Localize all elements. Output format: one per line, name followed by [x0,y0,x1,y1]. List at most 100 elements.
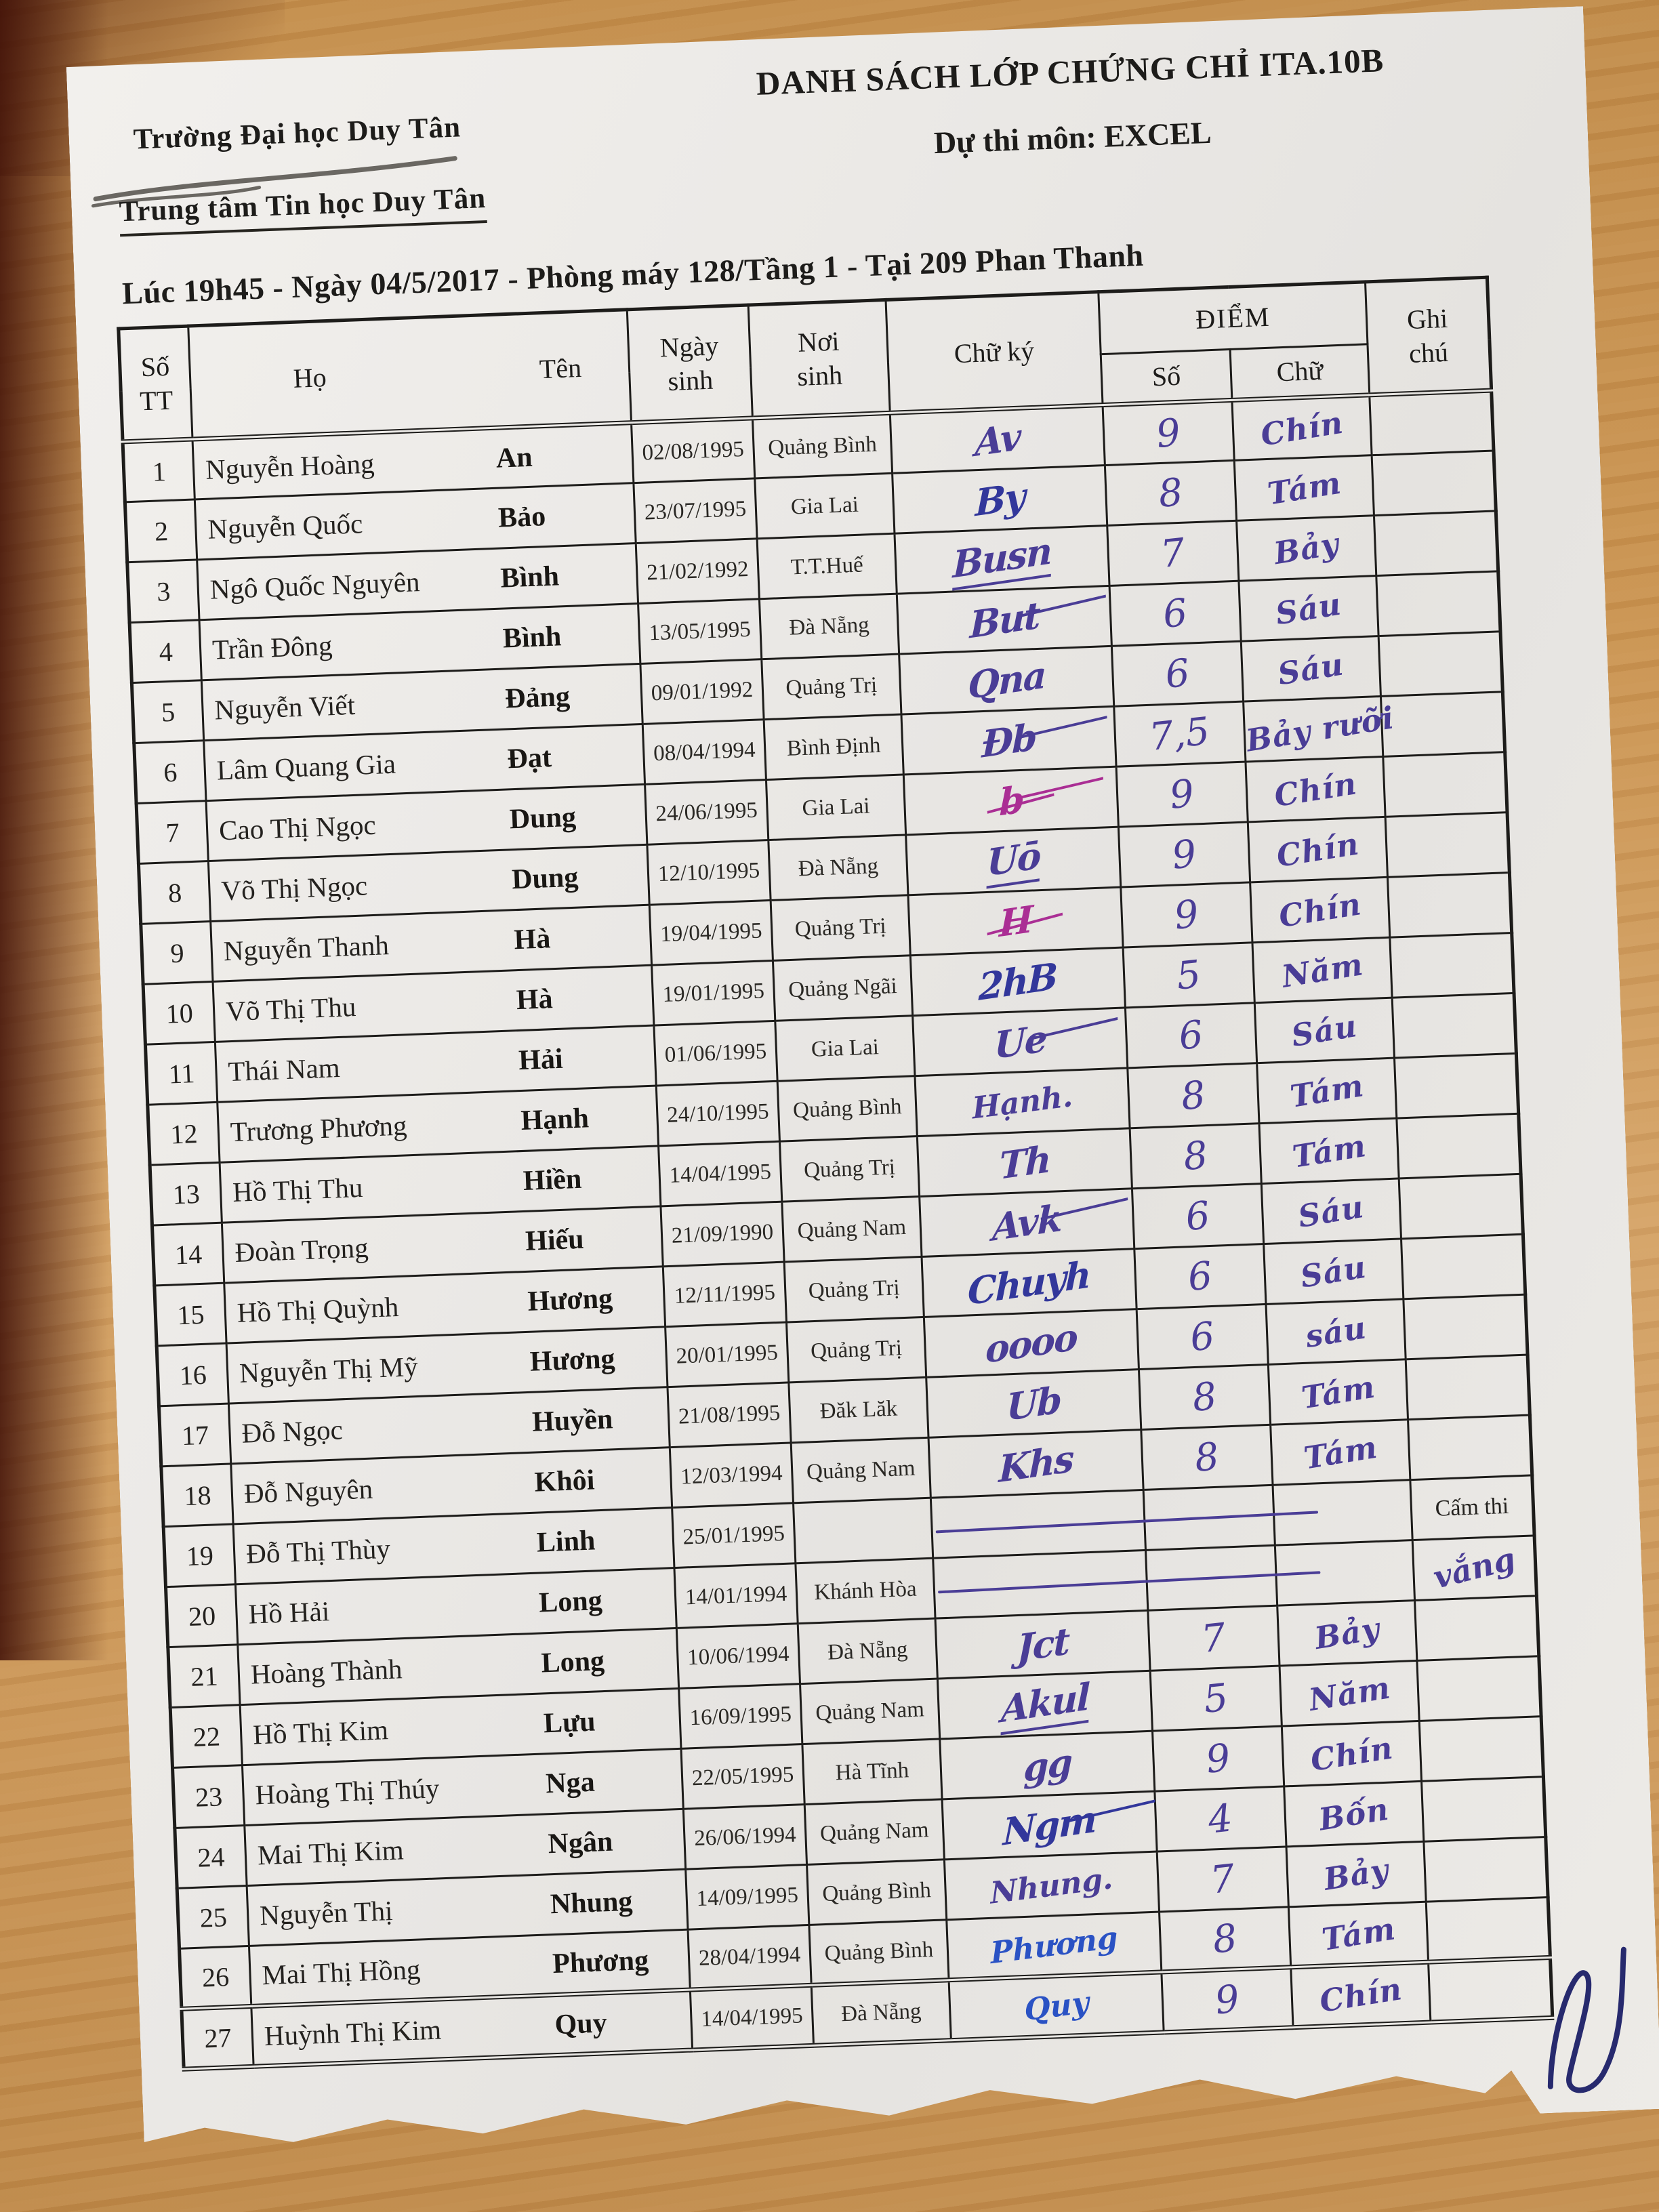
student-score-number: 4 [1155,1786,1286,1851]
student-score-number: 9 [1121,882,1252,947]
handwritten-score-number: 8 [1210,1915,1240,1963]
student-ten: Bảo [497,501,547,534]
student-birthdate: 09/01/1992 [640,659,764,724]
handwritten-score-number: 6 [1176,1012,1206,1059]
student-birthplace: Quảng Bình [809,1920,949,1986]
student-signature-cell: By [893,466,1107,534]
handwritten-score-word: Tám [1298,1368,1378,1416]
student-ho: Cao Thị Ngọc [218,808,377,846]
student-score-number: 9 [1118,822,1250,887]
student-stt: 2 [125,499,197,562]
student-score-number: 6 [1109,581,1241,646]
student-note [1370,390,1494,455]
student-birthdate: 21/08/1995 [668,1382,791,1448]
student-ten: Long [540,1645,605,1679]
student-birthplace: Quảng Trị [784,1256,924,1322]
student-ten: Ngân [547,1826,614,1860]
student-note [1380,692,1504,757]
student-score-word: Tám [1271,1420,1410,1486]
handwritten-score-number: 7,5 [1147,709,1212,760]
handwritten-signature: Đb [981,714,1037,766]
student-ho: Nguyễn Viết [213,689,356,726]
university-name: Trường Đại học Duy Tân [132,111,462,156]
student-stt: 17 [159,1404,230,1467]
handwritten-signature: Akul [1001,1675,1090,1735]
handwritten-signature: Hạnh. [971,1078,1074,1126]
paper-sheet: Trường Đại học Duy Tân Trung tâm Tin học… [66,6,1659,2166]
handwritten-score-number: 7 [1208,1856,1237,1903]
handwritten-score-word: Chín [1276,885,1364,935]
handwritten-signature: Qna [967,653,1046,708]
handwritten-score-word: Tám [1290,1127,1369,1175]
student-score-word: Chín [1232,395,1372,461]
student-ho: Nguyễn Hoàng [205,447,375,485]
column-header-birthplace: Nơi sinh [748,300,890,417]
handwritten-score-number: 6 [1160,590,1190,637]
student-signature-cell [933,1550,1148,1618]
student-ten: Phương [552,1944,649,1980]
column-header-score-group: ĐIỂM [1099,282,1368,354]
student-note [1417,1656,1541,1721]
student-ho: Mai Thị Kim [257,1834,405,1871]
student-signature-cell [930,1490,1145,1558]
handwritten-score-number: 6 [1185,1253,1215,1300]
student-ten: Quy [554,2007,608,2041]
student-ten: Hiếu [525,1223,585,1257]
student-signature-cell: Quy [949,1972,1164,2041]
handwritten-score-word: Tám [1300,1429,1380,1476]
student-stt: 23 [173,1765,245,1828]
pen-strike-mark [89,150,470,211]
student-note [1383,752,1507,817]
handwritten-signature: Uō [987,833,1040,888]
handwritten-score-word: Chín [1258,404,1346,453]
student-ho: Thái Nam [227,1052,341,1088]
student-stt: 21 [168,1645,240,1708]
student-signature-cell: But [897,586,1111,654]
handwritten-signature: gg [1023,1740,1072,1791]
student-birthplace: Quảng Bình [752,413,892,478]
handwritten-signature: H [998,897,1033,946]
handwritten-score-number: 6 [1163,650,1192,697]
student-birthdate: 24/06/1995 [645,780,769,845]
student-ten: Hải [518,1043,564,1077]
handwritten-signature: By [975,474,1025,525]
student-birthdate: 01/06/1995 [654,1021,777,1086]
student-ho: Nguyễn Thị [259,1894,394,1931]
handwritten-score-word: Bảy [1271,525,1342,571]
student-ten: Đạt [506,741,552,775]
handwritten-score-word: Năm [1279,945,1366,995]
student-score-number: 7 [1107,520,1239,586]
student-birthplace: Gia Lai [775,1016,915,1082]
student-signature-cell: Jct [935,1610,1150,1679]
handwritten-score-word: Tám [1287,1067,1366,1115]
student-score-word: Sáu [1261,1179,1401,1244]
student-signature-cell: Qna [899,646,1114,714]
student-signature-cell: Uō [906,827,1121,895]
student-score-word: Năm [1279,1660,1419,1726]
student-ten: Hương [527,1283,613,1317]
student-birthdate: 20/01/1995 [665,1322,789,1387]
handwritten-score-number: 8 [1190,1374,1219,1420]
student-score-number: 6 [1111,641,1243,706]
student-birthdate: 25/01/1995 [672,1503,796,1568]
student-note [1424,1837,1548,1902]
student-note [1422,1777,1546,1842]
handwritten-score-number: 7 [1158,530,1188,577]
student-score-number: 7 [1157,1847,1288,1912]
student-score-word: Chín [1291,1962,1431,2028]
student-score-word: Tám [1257,1058,1397,1124]
student-birthplace: Khánh Hòa [796,1558,935,1624]
student-stt: 1 [123,439,194,502]
student-ho: Đỗ Thị Thùy [245,1532,391,1570]
student-note [1387,873,1511,938]
student-score-number: 5 [1123,943,1254,1008]
column-header-name: Họ Tên [188,310,632,439]
column-header-score-word: Chữ [1230,344,1370,401]
student-ho: Lâm Quang Gia [216,747,396,786]
student-signature-cell: H [908,887,1123,956]
class-roster-table: Số TT Họ Tên Ngày sinh Nơi sinh Chữ ký [117,276,1554,2072]
student-stt: 18 [161,1464,233,1527]
student-score-number: 6 [1125,1003,1256,1068]
handwritten-score-word: Bốn [1316,1790,1392,1838]
student-birthplace: Gia Lai [755,473,895,539]
